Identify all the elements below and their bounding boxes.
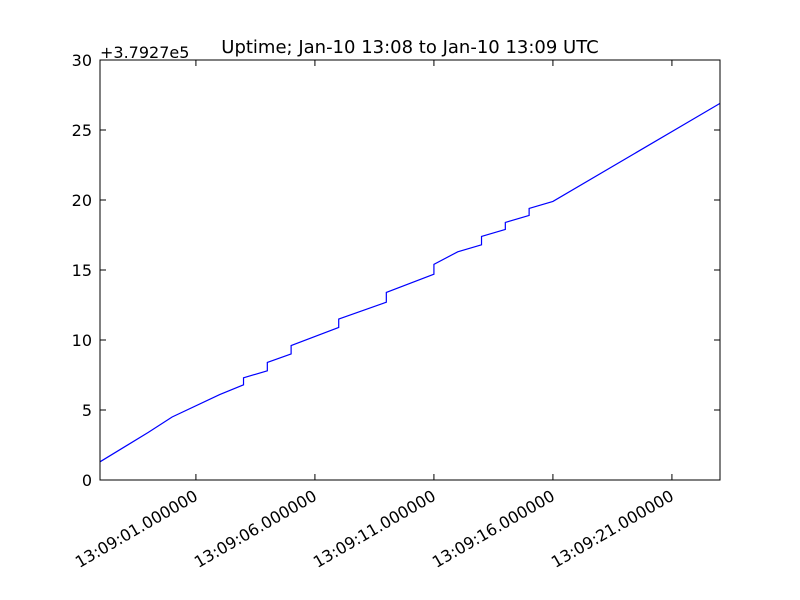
plot-frame	[99, 59, 721, 481]
y-tick-label: 30	[72, 51, 92, 70]
y-tick-label: 20	[72, 191, 92, 210]
y-tick-label: 25	[72, 121, 92, 140]
offset-text: +3.7927e5	[100, 43, 189, 62]
chart-title: Uptime; Jan-10 13:08 to Jan-10 13:09 UTC	[221, 37, 598, 58]
y-tick-label: 15	[72, 261, 92, 280]
y-tick-label: 10	[72, 331, 92, 350]
data-line	[99, 102, 721, 463]
y-tick-label: 5	[82, 401, 92, 420]
y-tick-label: 0	[82, 471, 92, 490]
